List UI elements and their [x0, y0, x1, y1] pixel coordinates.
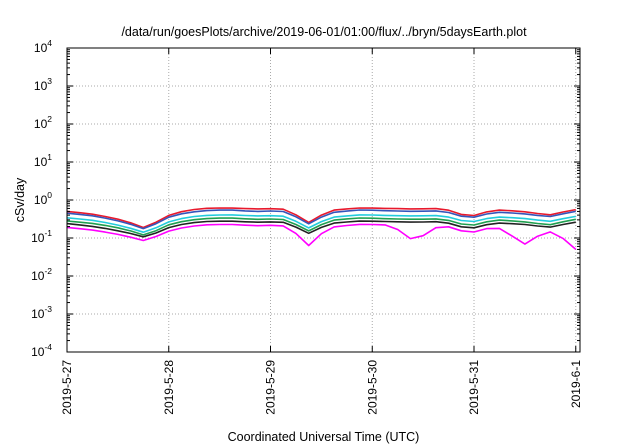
- y-tick-label: 10-2: [31, 266, 52, 283]
- series-layer: [66, 207, 577, 251]
- x-tick-label: 2019-5-31: [467, 360, 481, 415]
- y-tick-label: 100: [34, 190, 52, 207]
- series-line: [66, 209, 576, 230]
- x-tick-label: 2019-5-28: [162, 360, 176, 415]
- y-tick-label: 10-1: [31, 228, 52, 245]
- chart-title: /data/run/goesPlots/archive/2019-06-01/0…: [121, 25, 527, 39]
- series-line: [66, 214, 576, 233]
- x-axis-label: Coordinated Universal Time (UTC): [228, 430, 420, 444]
- x-tick-label: 2019-6-1: [569, 360, 583, 408]
- series-line: [66, 207, 576, 229]
- y-tick-label: 104: [34, 38, 52, 55]
- y-tick-label: 101: [34, 152, 52, 169]
- x-tick-label: 2019-5-30: [365, 360, 379, 415]
- series-line: [66, 217, 576, 236]
- x-tick-label: 2019-5-29: [264, 360, 278, 415]
- y-tick-label: 103: [34, 76, 52, 93]
- gridlines: [67, 48, 580, 352]
- y-tick-label: 10-4: [31, 342, 52, 359]
- y-tick-label: 102: [34, 114, 52, 131]
- x-tick-label: 2019-5-27: [60, 360, 74, 415]
- series-line: [66, 223, 577, 251]
- plot-frame: [66, 47, 581, 353]
- series-line: [66, 220, 576, 238]
- y-axis-label: cSv/day: [13, 177, 27, 222]
- x-axis-ticks: 2019-5-27 2019-5-28 2019-5-29 2019-5-30 2019…: [60, 48, 583, 415]
- y-axis-ticks: 10-4 10-3 10-2 10-1 100 101 102 103 104: [31, 38, 580, 359]
- y-tick-label: 10-3: [31, 304, 52, 321]
